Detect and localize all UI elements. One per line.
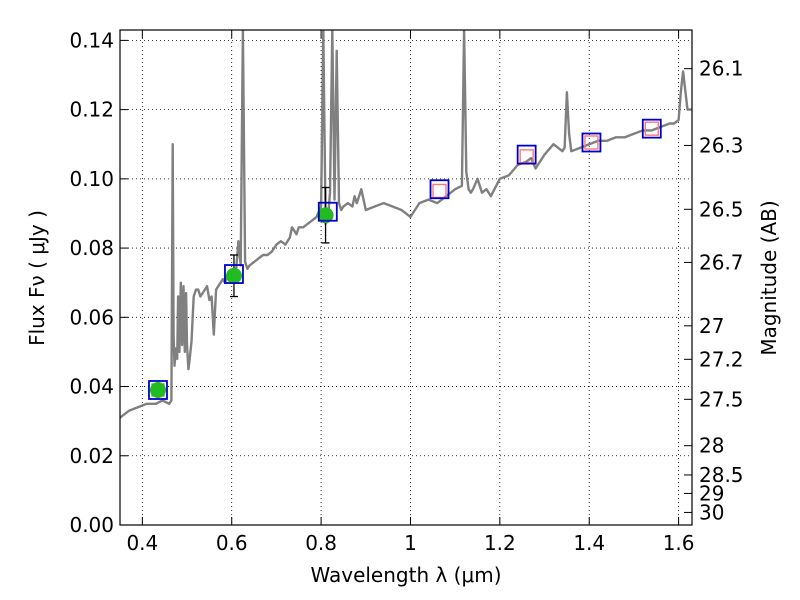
y2-axis-label: Magnitude (AB): [757, 200, 781, 355]
y-tick-label: 0.00: [69, 513, 114, 537]
mag-tick-label: 26.5: [699, 197, 744, 221]
x-tick-label: 1.6: [663, 531, 695, 555]
mag-tick-label: 26.1: [699, 57, 744, 81]
mag-tick-label: 28: [699, 434, 724, 458]
spectrum-layer: [120, 30, 692, 419]
predicted-point: [432, 183, 447, 199]
mag-tick-label: 26.7: [699, 250, 744, 274]
mag-tick-label: 27: [699, 314, 724, 338]
x-axis-label: Wavelength λ (μm): [310, 563, 501, 587]
plot-frame: [119, 29, 693, 526]
mag-tick-label: 27.2: [699, 347, 744, 371]
y-tick-label: 0.02: [69, 444, 114, 468]
y-tick-label: 0.12: [69, 98, 114, 122]
y-tick-label: 0.08: [69, 236, 114, 260]
model-point: [148, 380, 168, 400]
photometry-point: [149, 382, 166, 398]
mag-tick-label: 27.5: [699, 387, 744, 411]
y-tick-label: 0.10: [69, 167, 114, 191]
predicted-point: [644, 121, 659, 136]
photometry-square: [151, 383, 165, 397]
x-tick-label: 1: [404, 531, 417, 555]
grid: [120, 30, 692, 526]
y-tick-label: 0.14: [69, 28, 114, 52]
x-tick-label: 0.4: [126, 531, 158, 555]
model-point: [641, 118, 662, 139]
predicted-point: [584, 135, 599, 150]
x-tick-label: 1.2: [484, 531, 516, 555]
model-point: [581, 132, 602, 153]
y-tick-label: 0.06: [69, 305, 114, 329]
ticks: 0.4 0.6 0.8 1 1.2 1.4 1.6 0.00 0.02 0.04 0.06 0.08 0…: [69, 28, 743, 555]
y-tick-label: 0.04: [69, 375, 114, 399]
mag-tick-label: 29: [699, 481, 724, 505]
model-point: [317, 201, 338, 222]
mag-tick-label: 26.3: [699, 133, 744, 157]
x-tick-label: 1.4: [573, 531, 605, 555]
markers: [148, 118, 662, 400]
model-point: [429, 179, 450, 200]
spectrum-line: [120, 30, 692, 419]
photometry-point: [225, 267, 242, 284]
mag-tick-label: 28.5: [699, 463, 744, 487]
model-point: [516, 144, 537, 165]
mag-tick-label: 30: [699, 500, 724, 524]
y-axis-label: Flux Fν ( μJy ): [25, 210, 49, 346]
x-tick-label: 0.8: [305, 531, 337, 555]
model-point: [224, 264, 244, 284]
x-tick-label: 0.6: [216, 531, 248, 555]
